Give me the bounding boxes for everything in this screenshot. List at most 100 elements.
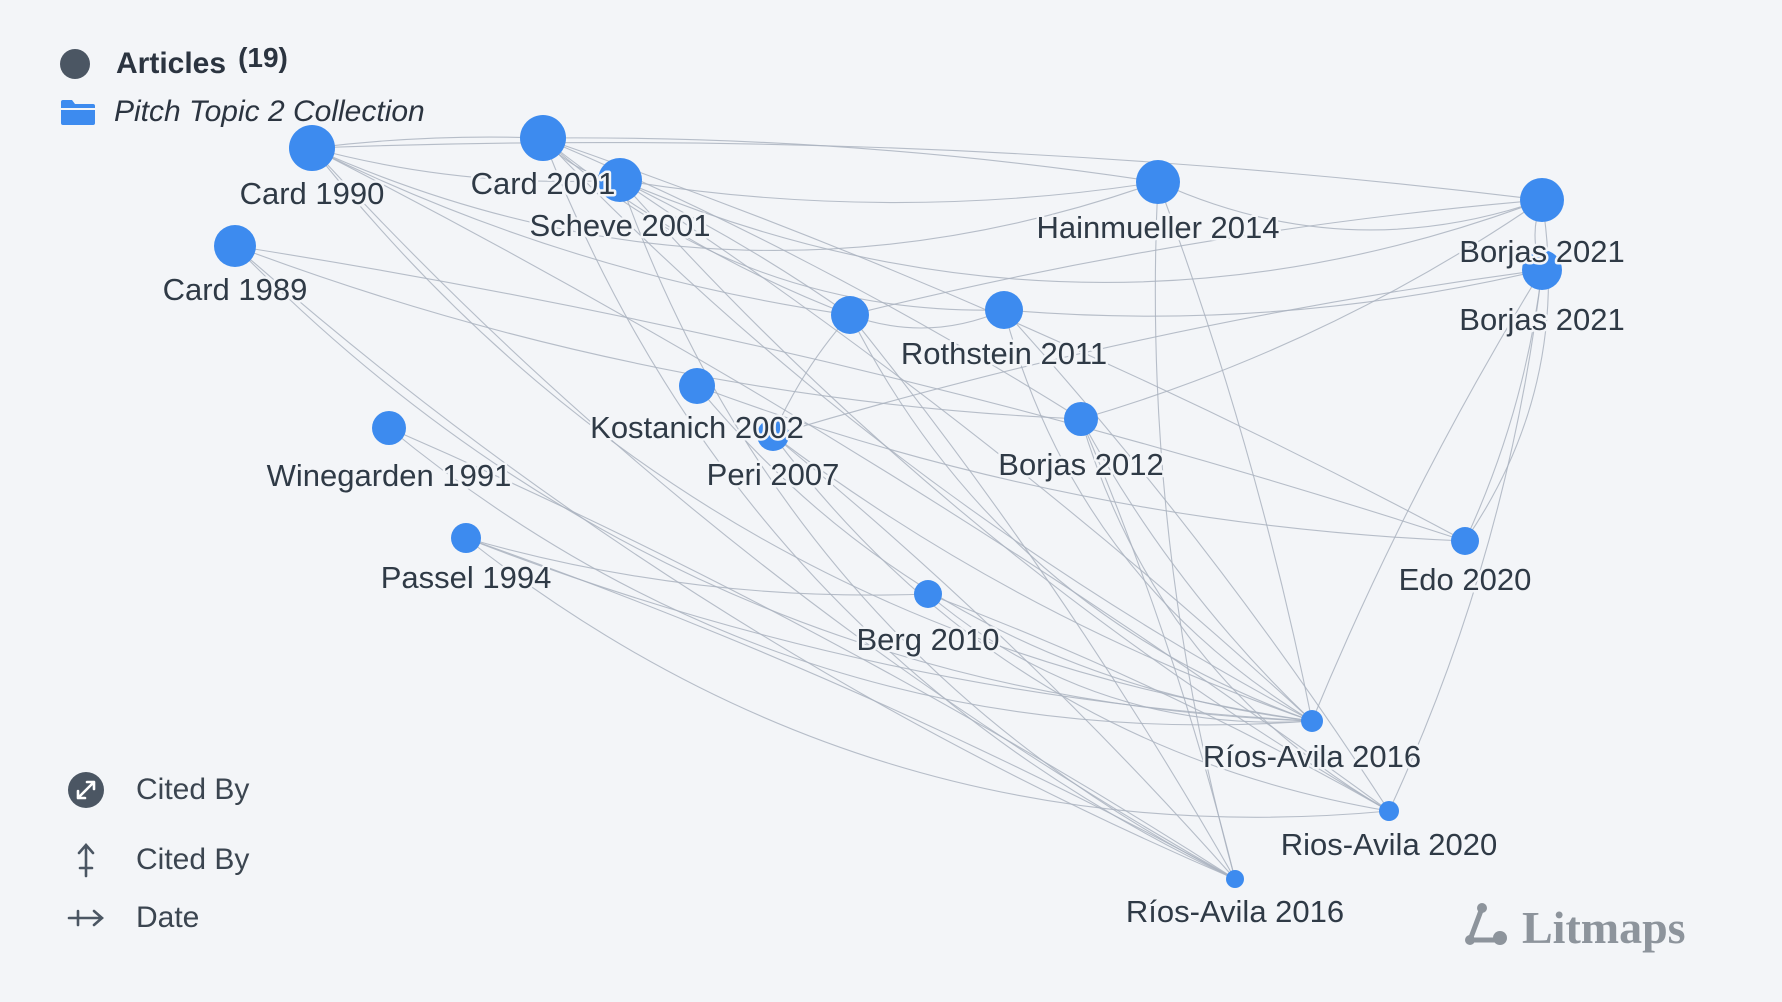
legend-articles[interactable]: Articles (19) xyxy=(60,40,425,88)
article-dot-icon xyxy=(60,49,90,79)
article-node-kostanich2002[interactable] xyxy=(679,368,715,404)
citation-edge xyxy=(542,137,851,316)
collection-label: Pitch Topic 2 Collection xyxy=(114,95,425,128)
citation-edge xyxy=(1003,269,1543,317)
citation-edge xyxy=(1154,181,1236,880)
article-node-card1990[interactable] xyxy=(289,125,335,171)
citation-edge xyxy=(1003,309,1313,722)
citation-edge xyxy=(1464,199,1549,542)
citation-edge xyxy=(772,434,1390,812)
article-node-unlabeled[interactable] xyxy=(831,296,869,334)
article-label-borjas2021a[interactable]: Borjas 2021 xyxy=(1457,232,1627,272)
citation-edge xyxy=(311,141,1543,201)
article-label-kostanich2002[interactable]: Kostanich 2002 xyxy=(588,408,807,448)
citation-edge xyxy=(542,137,1313,722)
article-label-berg2010[interactable]: Berg 2010 xyxy=(854,620,1002,660)
citation-edge xyxy=(311,147,1390,812)
article-label-hainmueller2014[interactable]: Hainmueller 2014 xyxy=(1034,208,1282,248)
y-axis-label: Cited By xyxy=(136,843,250,876)
article-node-riosavila2020[interactable] xyxy=(1379,801,1399,821)
article-node-borjas2021b[interactable] xyxy=(1522,250,1562,290)
horizontal-axis-icon xyxy=(66,898,106,938)
articles-label: Articles xyxy=(116,47,227,80)
citation-edge xyxy=(1157,181,1313,722)
citation-edge xyxy=(1388,269,1543,812)
folder-icon xyxy=(60,98,96,126)
citation-edge xyxy=(619,179,1313,722)
citation-edge xyxy=(619,179,1159,204)
citation-edge xyxy=(234,245,1082,420)
article-label-edo2020[interactable]: Edo 2020 xyxy=(1396,560,1534,600)
size-by-control[interactable]: Cited By xyxy=(66,770,249,810)
citation-edge xyxy=(234,245,1236,880)
article-node-borjas2021a[interactable] xyxy=(1520,178,1564,222)
article-label-card1990[interactable]: Card 1990 xyxy=(237,174,387,214)
y-axis-control[interactable]: Cited By xyxy=(66,840,249,880)
citation-edge xyxy=(311,147,1236,880)
article-label-riosavila2016b[interactable]: Ríos-Avila 2016 xyxy=(1123,892,1346,932)
x-axis-control[interactable]: Date xyxy=(66,898,199,938)
article-label-riosavila2020[interactable]: Rios-Avila 2020 xyxy=(1278,825,1500,865)
article-label-borjas2012[interactable]: Borjas 2012 xyxy=(996,445,1166,485)
citation-edge xyxy=(696,385,1313,722)
vertical-axis-icon xyxy=(66,840,106,880)
citation-edge xyxy=(927,593,1313,723)
article-label-card1989[interactable]: Card 1989 xyxy=(160,270,310,310)
article-label-card2001[interactable]: Card 2001 xyxy=(468,164,618,204)
article-node-scheve2001[interactable] xyxy=(598,158,642,202)
citation-edge xyxy=(542,137,1159,183)
citation-edge xyxy=(1080,418,1236,880)
article-node-rothstein2011[interactable] xyxy=(985,291,1023,329)
article-label-riosavila2016a[interactable]: Ríos-Avila 2016 xyxy=(1200,737,1423,777)
citation-edge xyxy=(849,309,1005,329)
citation-edge xyxy=(849,314,1236,880)
legend-collection[interactable]: Pitch Topic 2 Collection xyxy=(60,88,425,136)
article-node-riosavila2016a[interactable] xyxy=(1301,710,1323,732)
article-label-winegarden1991[interactable]: Winegarden 1991 xyxy=(264,456,514,496)
citation-edge xyxy=(619,179,1236,880)
citation-edge xyxy=(849,199,1543,316)
citation-edge xyxy=(1080,418,1390,812)
article-label-scheve2001[interactable]: Scheve 2001 xyxy=(527,206,713,246)
article-node-passel1994[interactable] xyxy=(451,523,481,553)
article-node-winegarden1991[interactable] xyxy=(372,411,406,445)
article-node-card1989[interactable] xyxy=(214,225,256,267)
citation-edge xyxy=(1003,309,1390,812)
expand-arrows-icon xyxy=(66,770,106,810)
article-label-borjas2021b[interactable]: Borjas 2021 xyxy=(1457,300,1627,340)
citation-edge xyxy=(311,147,851,316)
litmaps-logo-icon xyxy=(1460,900,1510,955)
legend-panel: Articles (19) Pitch Topic 2 Collection xyxy=(60,40,425,136)
article-node-peri2007[interactable] xyxy=(757,419,789,451)
citation-edge xyxy=(311,147,621,183)
litmaps-brand[interactable]: Litmaps xyxy=(1460,900,1686,955)
node-layer xyxy=(214,115,1564,888)
citation-edge xyxy=(465,537,1236,880)
citation-edge xyxy=(234,245,1466,542)
article-node-card2001[interactable] xyxy=(520,115,566,161)
article-node-edo2020[interactable] xyxy=(1451,527,1479,555)
article-label-passel1994[interactable]: Passel 1994 xyxy=(378,558,554,598)
articles-count: (19) xyxy=(238,42,288,73)
citation-edge xyxy=(1157,181,1543,231)
citation-edge xyxy=(619,179,1390,812)
article-label-peri2007[interactable]: Peri 2007 xyxy=(704,455,842,495)
article-node-berg2010[interactable] xyxy=(914,580,942,608)
article-node-borjas2012[interactable] xyxy=(1064,402,1098,436)
citation-edge xyxy=(465,537,1390,818)
article-node-riosavila2016b[interactable] xyxy=(1226,870,1244,888)
citation-edge xyxy=(927,593,1390,812)
citation-edge xyxy=(1311,269,1543,722)
brand-name: Litmaps xyxy=(1522,902,1686,953)
citation-edge xyxy=(619,179,1543,284)
article-node-hainmueller2014[interactable] xyxy=(1136,160,1180,204)
citation-edge xyxy=(311,147,1313,722)
citation-edge xyxy=(388,427,1236,880)
citation-edge xyxy=(619,179,851,316)
citation-edge xyxy=(1080,199,1543,420)
article-label-rothstein2011[interactable]: Rothstein 2011 xyxy=(898,334,1109,374)
x-axis-label: Date xyxy=(136,901,200,934)
